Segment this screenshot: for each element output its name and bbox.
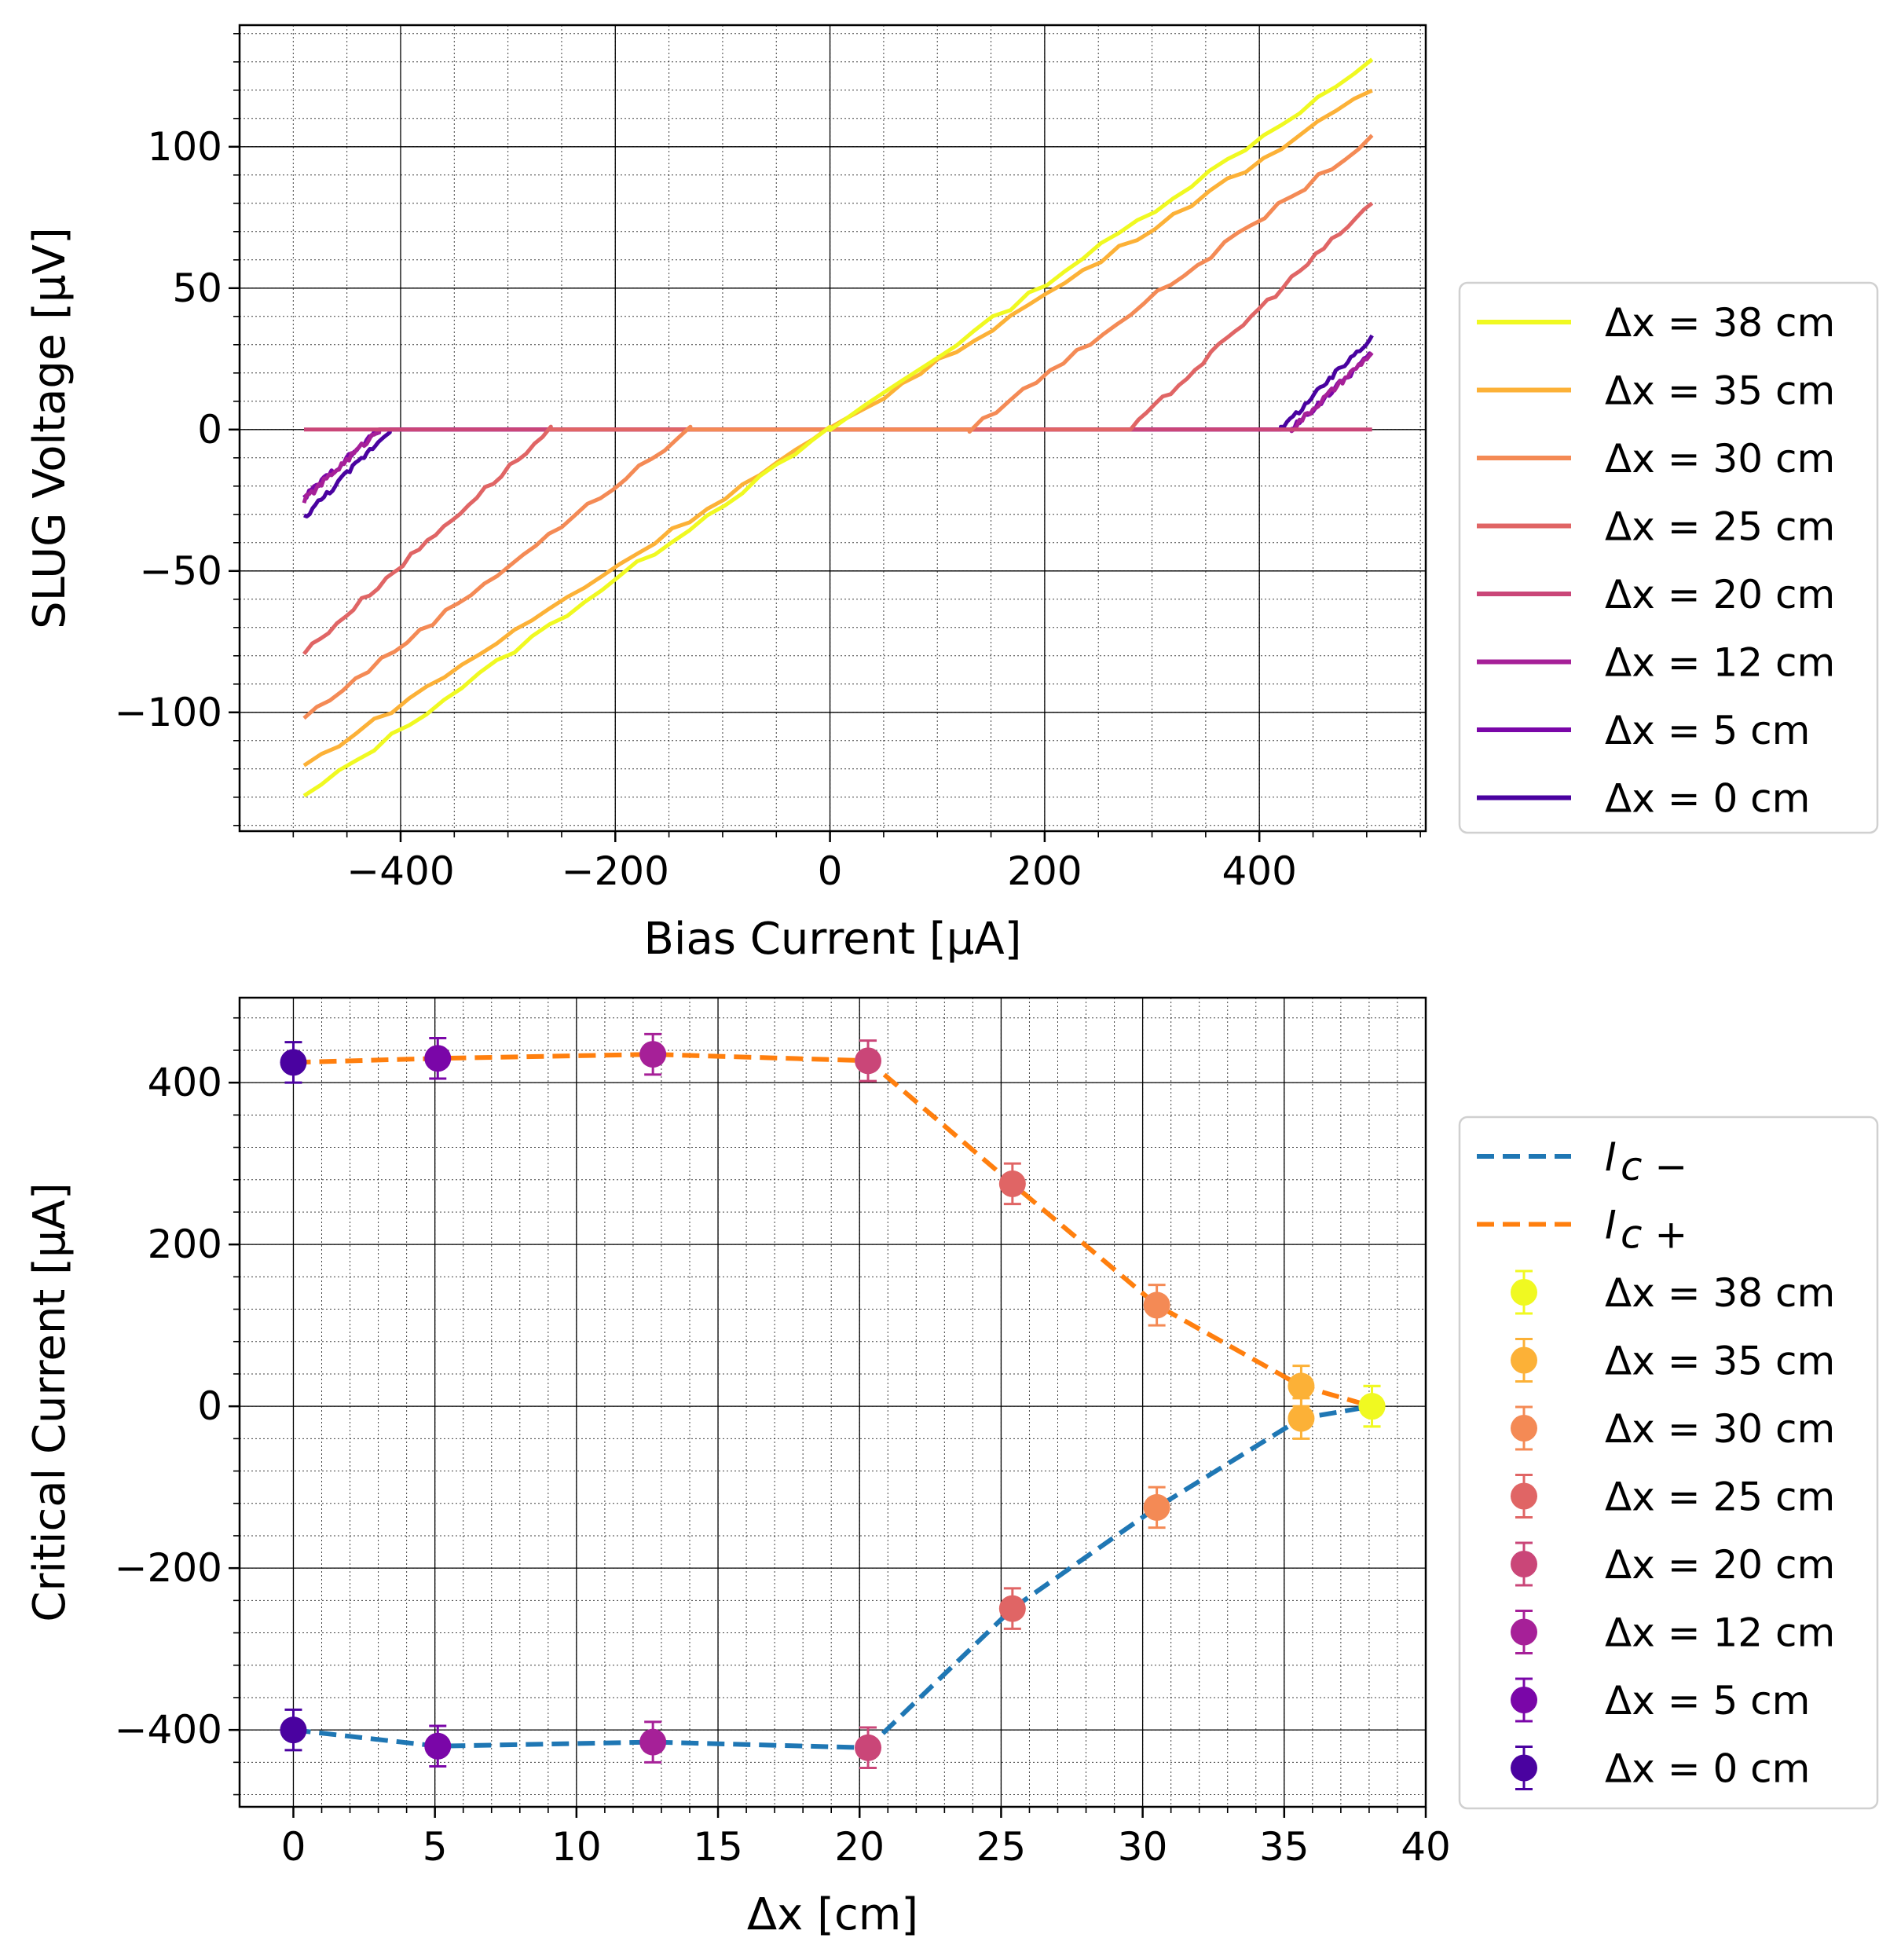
x-tick-label: 40 (1401, 1824, 1451, 1870)
data-point-2-minus (1287, 1405, 1315, 1432)
x-tick-label: 5 (423, 1824, 448, 1870)
y-tick-label: −100 (115, 690, 222, 735)
y-tick-label: −200 (115, 1545, 222, 1591)
legend-label-3: Δx = 30 cm (1605, 436, 1835, 482)
data-point-7-minus (424, 1732, 452, 1760)
legend-frame-1 (1458, 281, 1879, 834)
x-tick-label: 25 (976, 1824, 1027, 1870)
y-tick-label: 200 (148, 1222, 222, 1267)
x-tick-label: 200 (1007, 848, 1082, 894)
data-point-1-minus (1358, 1393, 1386, 1420)
x-tick-label: 35 (1259, 1824, 1309, 1870)
x-tick-label: −400 (346, 848, 454, 894)
data-point-2-plus (1287, 1372, 1315, 1400)
x-tick-label: 10 (551, 1824, 602, 1870)
x-tick-label: 15 (693, 1824, 743, 1870)
legend-point-label-6: Δx = 12 cm (1605, 1610, 1835, 1656)
series-layer-2 (280, 1032, 1386, 1770)
x-tick-label: 0 (281, 1824, 306, 1870)
y-tick-label: 100 (148, 124, 222, 170)
dashed-line-1 (293, 1404, 1373, 1750)
x-tick-label: 20 (834, 1824, 885, 1870)
y-axis-label-1: SLUG Voltage [μV] (24, 227, 75, 629)
legend-marker-4 (1511, 1482, 1537, 1510)
legend-marker-7 (1511, 1687, 1537, 1713)
legend-point-label-8: Δx = 0 cm (1605, 1746, 1810, 1792)
legend-label-5: Δx = 20 cm (1605, 572, 1835, 617)
legend-label-1: Δx = 38 cm (1605, 300, 1835, 346)
data-point-7-plus (424, 1045, 452, 1072)
data-point-8-plus (280, 1049, 307, 1076)
x-tick-label: −200 (562, 848, 669, 894)
series-line-1 (302, 57, 1374, 798)
data-point-5-plus (855, 1047, 882, 1075)
axes-2: 0 5 10 15 20 25 30 35 40 −400 −200 0 200 400 Δx [cm] Cr… (24, 996, 1451, 1940)
x-tick-label: 0 (818, 848, 843, 894)
y-tick-label: 50 (172, 266, 222, 311)
legend-marker-5 (1511, 1551, 1537, 1577)
dashed-line-2 (293, 1052, 1373, 1409)
data-point-3-minus (1143, 1493, 1170, 1521)
legend-line-subscript-2: c + (1621, 1212, 1687, 1258)
data-point-4-minus (998, 1595, 1026, 1622)
x-tick-label: 400 (1222, 848, 1296, 894)
axes-1: −400 −200 0 200 400 −100 −50 0 50 100 Bias Current… (24, 24, 1427, 965)
legend-label-2: Δx = 35 cm (1605, 368, 1835, 414)
legend-line-label-2: I (1605, 1203, 1617, 1248)
legend-marker-2 (1511, 1346, 1537, 1374)
y-tick-label: −50 (139, 548, 222, 594)
data-point-5-minus (855, 1734, 882, 1761)
series-layer-1 (302, 57, 1374, 798)
plot-frame-1 (238, 24, 1427, 833)
data-point-6-minus (639, 1728, 667, 1756)
x-axis-label-1: Bias Current [μA] (643, 914, 1021, 965)
y-tick-label: −400 (115, 1707, 222, 1753)
plot-frame-2 (238, 996, 1427, 1808)
legend-marker-1 (1511, 1279, 1537, 1306)
legend-label-8: Δx = 0 cm (1605, 776, 1810, 822)
legend-point-label-2: Δx = 35 cm (1605, 1339, 1835, 1384)
data-point-8-minus (280, 1716, 307, 1744)
x-axis-label-2: Δx [cm] (747, 1889, 918, 1940)
legend-point-label-1: Δx = 38 cm (1605, 1270, 1835, 1316)
legend-line-label-1: I (1605, 1134, 1617, 1180)
legend-label-7: Δx = 5 cm (1605, 708, 1810, 753)
y-tick-label: 400 (148, 1060, 222, 1105)
legend-point-label-5: Δx = 20 cm (1605, 1542, 1835, 1588)
legend-line-subscript-1: c − (1621, 1144, 1687, 1189)
data-point-6-plus (639, 1041, 667, 1068)
x-tick-label: 30 (1118, 1824, 1168, 1870)
legend-marker-3 (1511, 1415, 1537, 1442)
y-tick-label: 0 (197, 1383, 222, 1429)
legend-1: Δx = 38 cm Δx = 35 cm Δx = 30 cm Δx = 25 cm… (1458, 281, 1879, 834)
legend-label-6: Δx = 12 cm (1605, 640, 1835, 686)
y-tick-label: 0 (197, 407, 222, 452)
legend-marker-6 (1511, 1618, 1537, 1646)
data-point-3-plus (1143, 1291, 1170, 1319)
data-point-4-plus (998, 1170, 1026, 1197)
legend-point-label-3: Δx = 30 cm (1605, 1406, 1835, 1452)
legend-point-label-4: Δx = 25 cm (1605, 1475, 1835, 1520)
y-axis-label-2: Critical Current [μA] (24, 1182, 75, 1621)
legend-label-4: Δx = 25 cm (1605, 504, 1835, 550)
legend-point-label-7: Δx = 5 cm (1605, 1678, 1810, 1724)
legend-marker-8 (1511, 1754, 1537, 1782)
legend-frame-2 (1458, 1116, 1879, 1810)
